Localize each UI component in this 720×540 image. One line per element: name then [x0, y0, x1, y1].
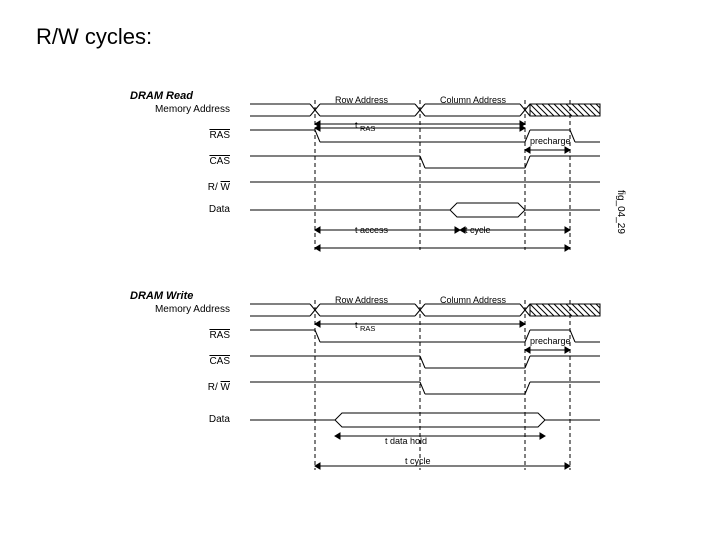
timing-diagram: DRAM Read Memory Address RAS CAS R/ W Da… [130, 90, 650, 510]
timing-svg [130, 90, 650, 510]
page-title: R/W cycles: [36, 24, 152, 50]
